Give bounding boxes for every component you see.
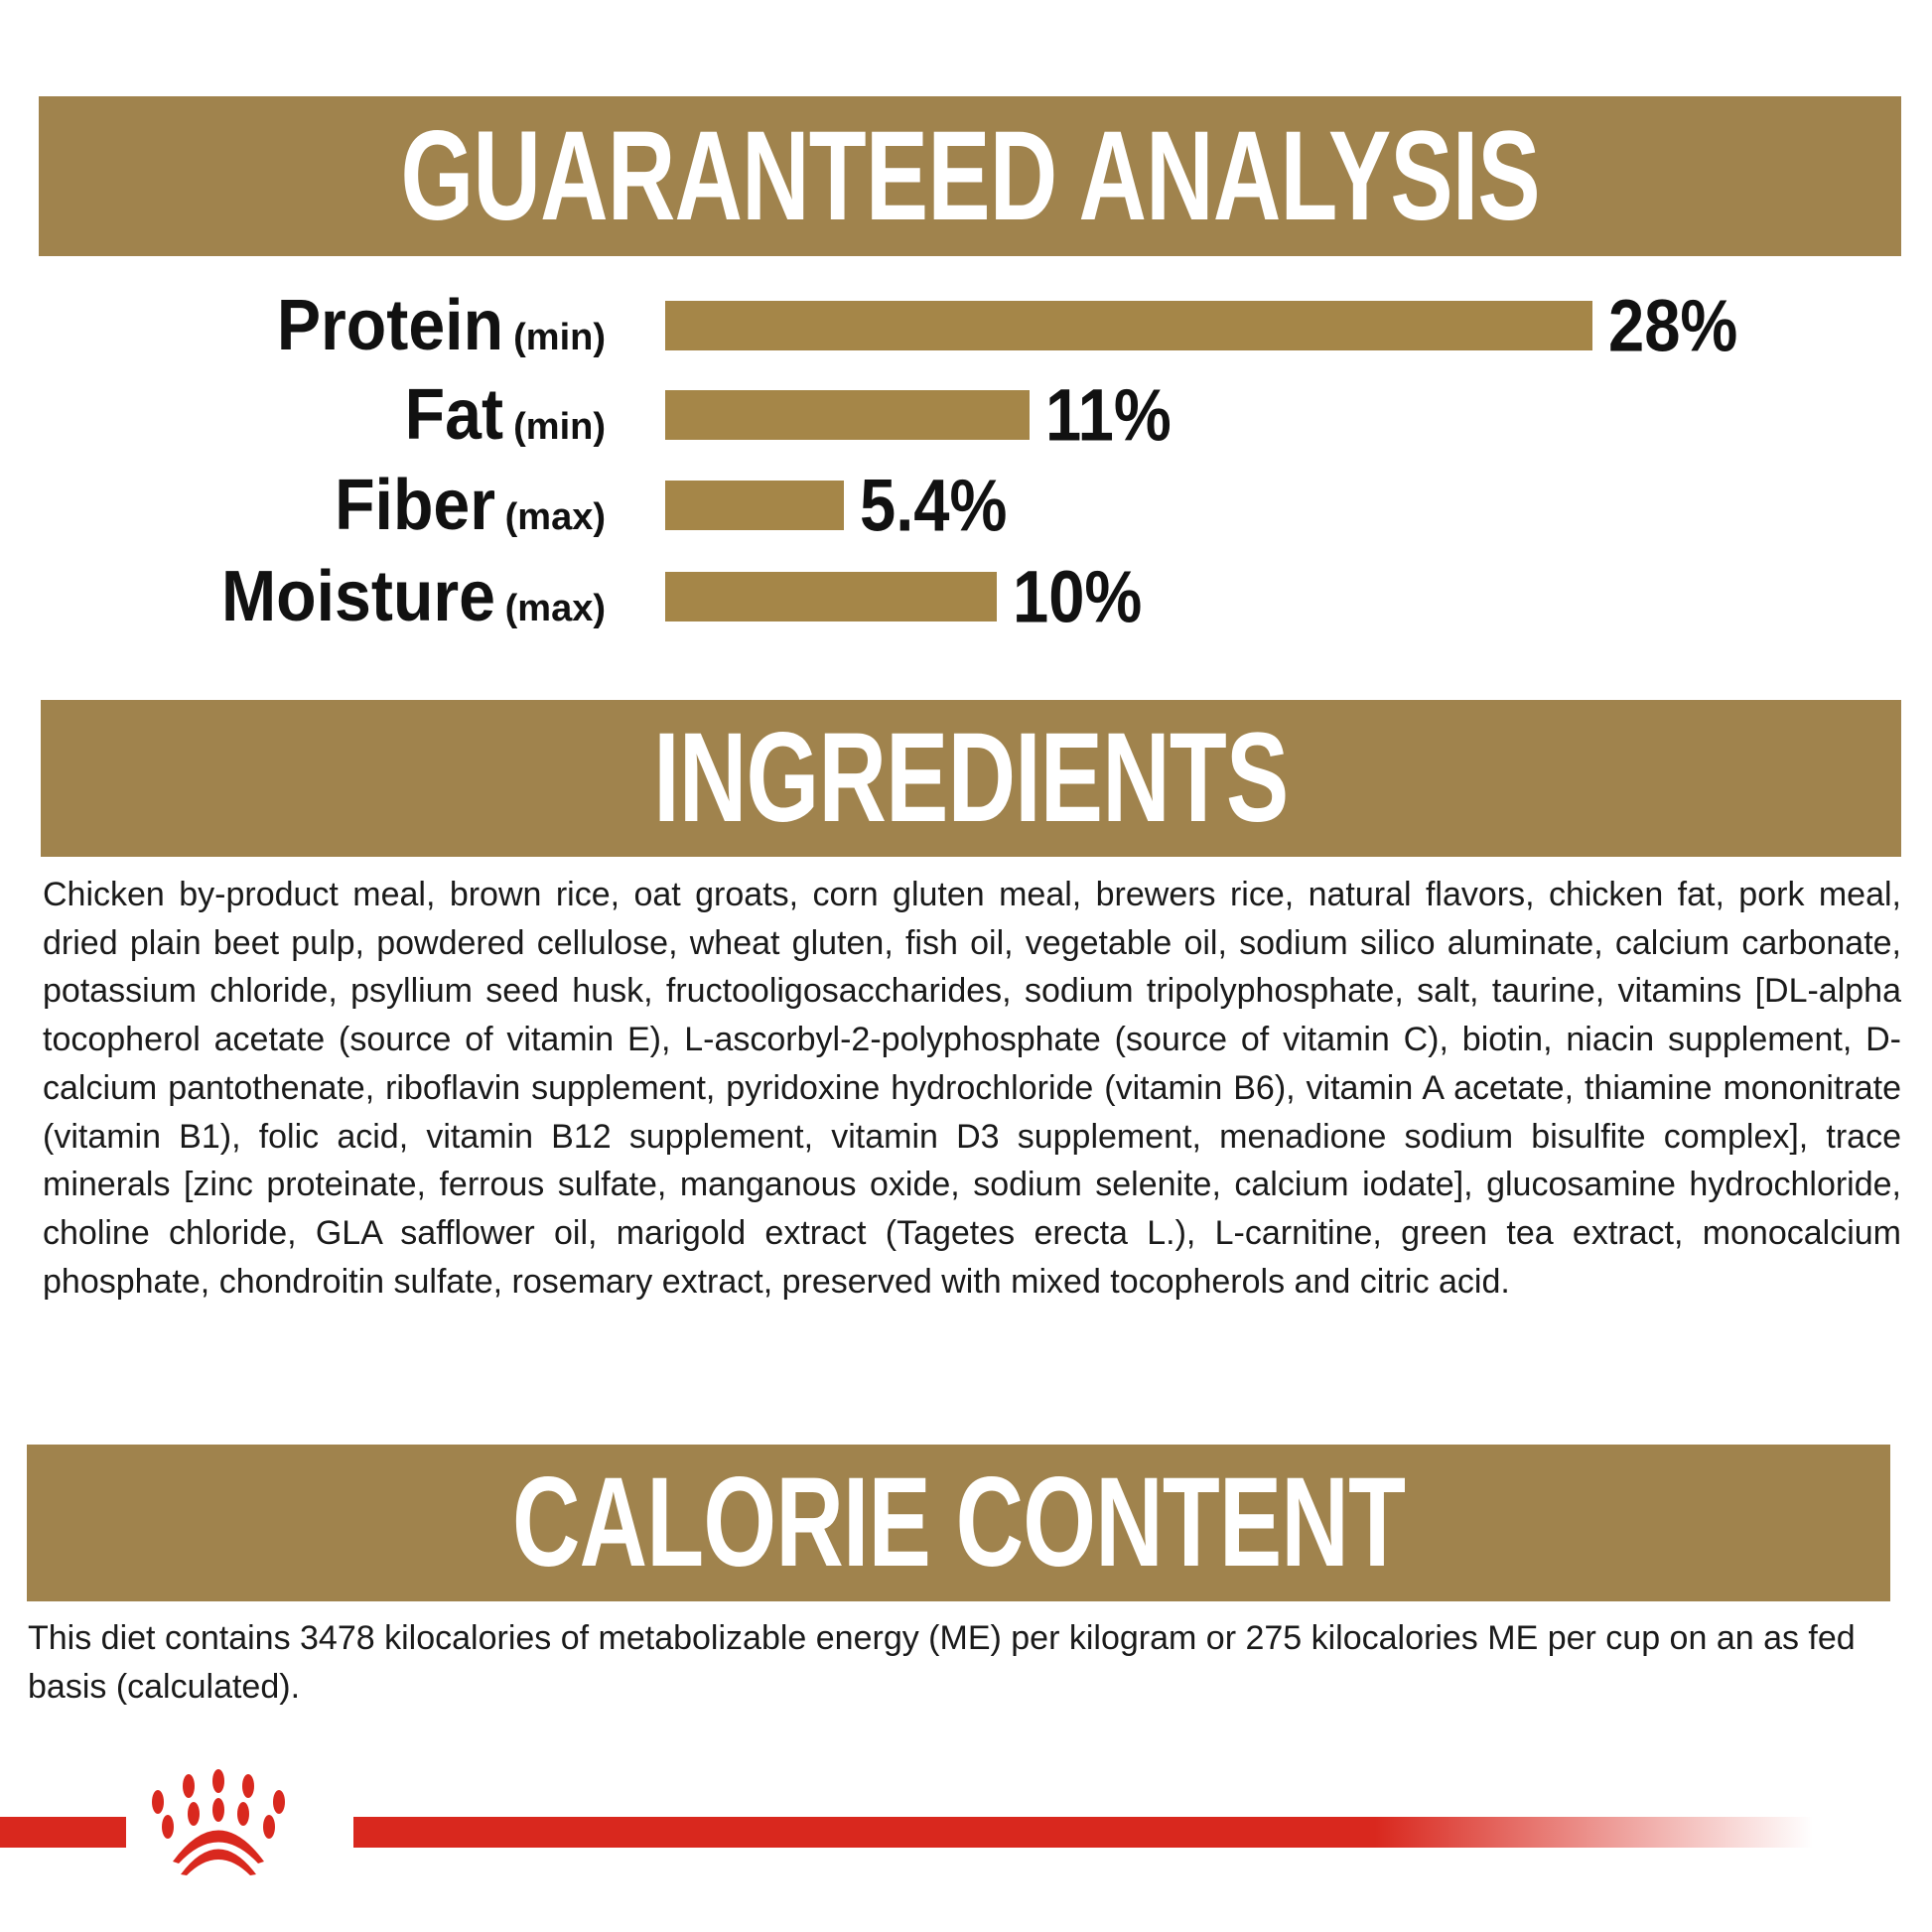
nutrient-value: 28% — [1608, 284, 1738, 367]
calorie-content-header: CALORIE CONTENT — [27, 1445, 1890, 1601]
nutrient-value: 11% — [1044, 373, 1172, 457]
nutrient-name: Protein — [276, 286, 504, 365]
analysis-row-fiber: Fiber (max) 5.4% — [0, 465, 1932, 547]
nutrient-value: 5.4% — [860, 464, 1008, 547]
analysis-row-fat: Fat (min) 11% — [0, 374, 1932, 457]
nutrient-label: Fiber (max) — [321, 465, 606, 546]
nutrient-qualifier: (min) — [513, 406, 606, 448]
nutrient-label: Moisture (max) — [198, 556, 606, 637]
nutrient-label: Fat (min) — [396, 374, 606, 456]
brand-stripe-left — [0, 1817, 126, 1848]
analysis-row-protein: Protein (min) 28% — [0, 285, 1932, 367]
nutrient-qualifier: (max) — [504, 588, 606, 629]
nutrient-bar — [665, 572, 997, 621]
nutrient-bar — [665, 301, 1592, 350]
nutrient-qualifier: (max) — [504, 496, 606, 538]
nutrient-bar — [665, 481, 845, 530]
guaranteed-analysis-header: GUARANTEED ANALYSIS — [39, 96, 1901, 256]
nutrient-name: Fat — [404, 375, 504, 455]
nutrient-bar — [665, 390, 1030, 440]
calorie-content-title: CALORIE CONTENT — [511, 1451, 1406, 1593]
nutrient-value: 10% — [1012, 555, 1142, 638]
calorie-content-text: This diet contains 3478 kilocalories of … — [28, 1619, 1856, 1706]
nutrient-label: Protein (min) — [257, 285, 606, 366]
ingredients-text: Chicken by-product meal, brown rice, oat… — [43, 876, 1901, 1301]
nutrient-qualifier: (min) — [513, 317, 606, 358]
nutrient-name: Moisture — [220, 557, 495, 636]
royal-canin-crown-icon — [152, 1769, 285, 1875]
guaranteed-analysis-title: GUARANTEED ANALYSIS — [400, 104, 1540, 247]
ingredients-title: INGREDIENTS — [653, 707, 1289, 849]
ingredients-header: INGREDIENTS — [41, 700, 1901, 857]
nutrient-name: Fiber — [334, 466, 495, 545]
analysis-row-moisture: Moisture (max) 10% — [0, 556, 1932, 638]
brand-stripe-right — [353, 1817, 1813, 1848]
